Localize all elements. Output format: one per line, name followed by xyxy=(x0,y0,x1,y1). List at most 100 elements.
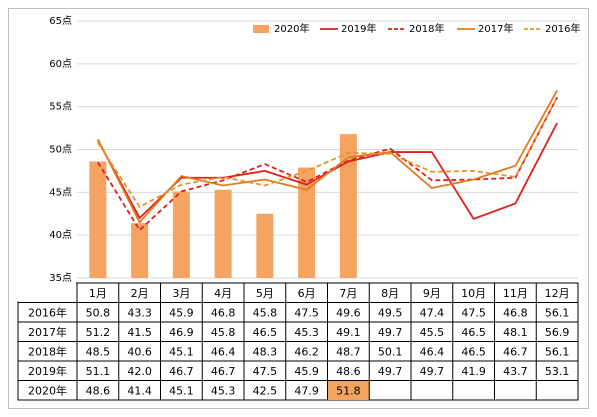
table-cell: 46.7 xyxy=(503,345,528,358)
table-cell: 42.5 xyxy=(253,384,278,397)
month-header: 6月 xyxy=(298,287,316,300)
table-cell: 45.8 xyxy=(253,306,278,319)
y-tick-label: 45点 xyxy=(49,186,72,198)
legend-swatch-2020年 xyxy=(253,25,269,33)
table-cell: 51.8 xyxy=(336,384,361,397)
row-label: 2018年 xyxy=(28,344,67,358)
table-cell: 56.1 xyxy=(545,345,570,358)
row-label: 2020年 xyxy=(28,383,67,397)
table-cell: 46.2 xyxy=(294,345,319,358)
bar-2月 xyxy=(131,223,149,278)
month-header: 12月 xyxy=(545,287,570,300)
table-cell: 45.3 xyxy=(294,326,319,339)
table-cell: 47.9 xyxy=(294,384,319,397)
bar-6月 xyxy=(298,167,316,278)
month-header: 2月 xyxy=(131,287,149,300)
table-cell: 49.7 xyxy=(420,365,445,378)
table-cell: 48.5 xyxy=(86,345,111,358)
legend-label-2019年: 2019年 xyxy=(341,22,376,35)
month-header: 1月 xyxy=(89,287,107,300)
table-cell: 45.9 xyxy=(294,365,319,378)
table-cell: 48.1 xyxy=(503,326,528,339)
row-label: 2019年 xyxy=(28,364,67,378)
bar-4月 xyxy=(214,189,232,278)
table-cell: 45.9 xyxy=(169,306,194,319)
bar-5月 xyxy=(256,213,274,278)
table-cell: 49.6 xyxy=(336,306,361,319)
table-cell: 45.8 xyxy=(211,326,236,339)
y-tick-label: 55点 xyxy=(49,101,72,113)
table-cell: 48.3 xyxy=(253,345,278,358)
table-cell: 47.5 xyxy=(294,306,319,319)
legend-label-2020年: 2020年 xyxy=(274,22,309,35)
table-cell: 46.5 xyxy=(461,345,486,358)
table-cell: 40.6 xyxy=(127,345,152,358)
legend: 2020年 2019年 2018年 2017年 2016年 xyxy=(253,22,580,35)
line-series-2017年 xyxy=(97,89,558,224)
table-cell: 47.5 xyxy=(461,306,486,319)
table-cell: 46.8 xyxy=(211,306,236,319)
bar-1月 xyxy=(89,161,107,278)
month-header: 3月 xyxy=(172,287,190,300)
table-cell: 46.7 xyxy=(169,365,194,378)
table-cell: 48.6 xyxy=(86,384,111,397)
grid-lines xyxy=(77,20,578,279)
table-cell: 46.9 xyxy=(169,326,194,339)
table-cell: 50.1 xyxy=(378,345,403,358)
table-cell: 49.5 xyxy=(378,306,403,319)
table-cell: 41.9 xyxy=(461,365,486,378)
bar-series-2020 xyxy=(89,134,357,278)
table-cell: 41.4 xyxy=(127,384,152,397)
table-cell: 51.1 xyxy=(86,365,111,378)
table-corner xyxy=(17,282,76,302)
month-header: 11月 xyxy=(503,287,528,300)
y-tick-label: 40点 xyxy=(49,229,72,241)
line-series-2016年 xyxy=(97,96,558,208)
table-cell: 49.7 xyxy=(378,365,403,378)
table-cell: 46.5 xyxy=(461,326,486,339)
y-tick-label: 60点 xyxy=(49,58,72,70)
legend-label-2017年: 2017年 xyxy=(478,22,513,35)
month-header: 7月 xyxy=(339,287,357,300)
highlight-cell xyxy=(327,380,370,400)
month-header: 9月 xyxy=(423,287,441,300)
bar-7月 xyxy=(339,134,357,278)
month-header: 4月 xyxy=(214,287,232,300)
table-cell: 42.0 xyxy=(127,365,152,378)
table-cell: 53.1 xyxy=(545,365,570,378)
bar-3月 xyxy=(172,191,190,278)
table-cell: 45.5 xyxy=(420,326,445,339)
table-cell: 41.5 xyxy=(127,326,152,339)
table-cell: 51.2 xyxy=(86,326,111,339)
month-header: 10月 xyxy=(461,287,486,300)
legend-label-2016年: 2016年 xyxy=(545,22,580,35)
table-cell: 43.3 xyxy=(127,306,152,319)
table-cell: 56.9 xyxy=(545,326,570,339)
table-cell: 46.4 xyxy=(211,345,236,358)
table-cell: 46.5 xyxy=(253,326,278,339)
data-table: 1月 2月 3月 4月 5月 6月 7月 8月 9月 10月 11月 12月 2016年 50.8 43.3… xyxy=(17,282,579,401)
table-cell: 46.7 xyxy=(211,365,236,378)
month-header: 8月 xyxy=(381,287,399,300)
legend-label-2018年: 2018年 xyxy=(409,22,444,35)
y-tick-label: 65点 xyxy=(49,15,72,27)
table-cell: 49.7 xyxy=(378,326,403,339)
table-cell: 46.8 xyxy=(503,306,528,319)
table-cell: 48.7 xyxy=(336,345,361,358)
table-cell: 49.1 xyxy=(336,326,361,339)
line-series xyxy=(97,89,558,231)
table-cell: 56.1 xyxy=(545,306,570,319)
y-tick-label: 35点 xyxy=(49,272,72,284)
month-header: 5月 xyxy=(256,287,274,300)
table-cell: 45.3 xyxy=(211,384,236,397)
table-cell: 45.1 xyxy=(169,384,194,397)
row-label: 2017年 xyxy=(28,325,67,339)
table-cell: 43.7 xyxy=(503,365,528,378)
table-cell: 48.6 xyxy=(336,365,361,378)
y-tick-label: 50点 xyxy=(49,144,72,156)
table-cell: 47.4 xyxy=(420,306,445,319)
y-axis-tick-labels: 35点 40点 45点 50点 55点 60点 65点 xyxy=(49,15,72,284)
table-cell: 45.1 xyxy=(169,345,194,358)
table-cell: 50.8 xyxy=(86,306,111,319)
